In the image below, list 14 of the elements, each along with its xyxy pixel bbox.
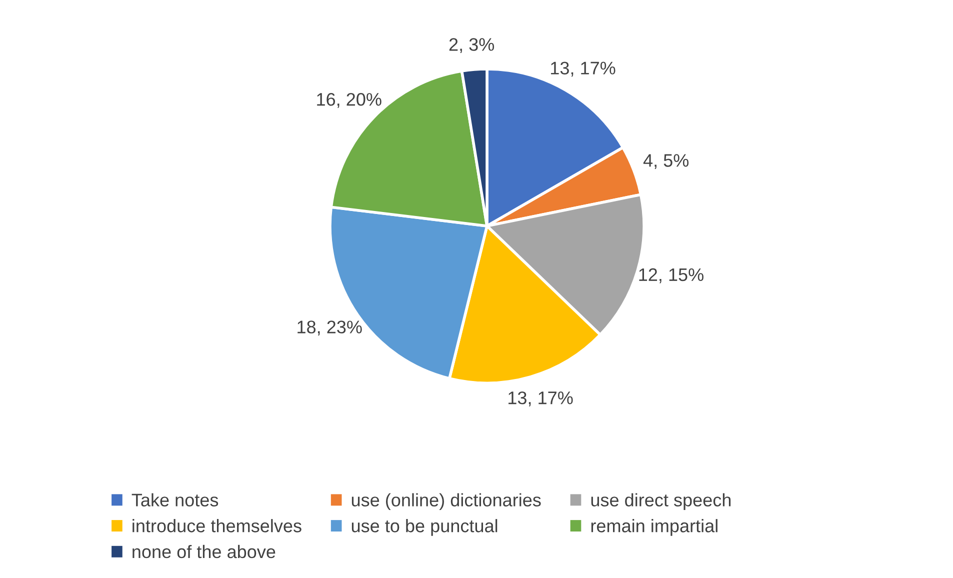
- legend-label: none of the above: [132, 544, 276, 558]
- data-label: 4, 5%: [643, 154, 689, 169]
- legend-label: use direct speech: [591, 493, 731, 510]
- legend-label: remain impartial: [591, 519, 718, 536]
- data-label: 18, 23%: [298, 320, 362, 336]
- data-label: 13, 17%: [508, 391, 573, 406]
- data-label: 13, 17%: [551, 62, 616, 77]
- data-label: 2, 3%: [449, 38, 494, 54]
- legend-label: use (online) dictionaries: [352, 493, 541, 510]
- data-label: 12, 15%: [639, 268, 704, 284]
- legend-label: use to be punctual: [352, 519, 498, 536]
- legend-label: introduce themselves: [132, 519, 302, 532]
- data-label: 16, 20%: [317, 92, 382, 108]
- legend-label: Take notes: [132, 493, 218, 506]
